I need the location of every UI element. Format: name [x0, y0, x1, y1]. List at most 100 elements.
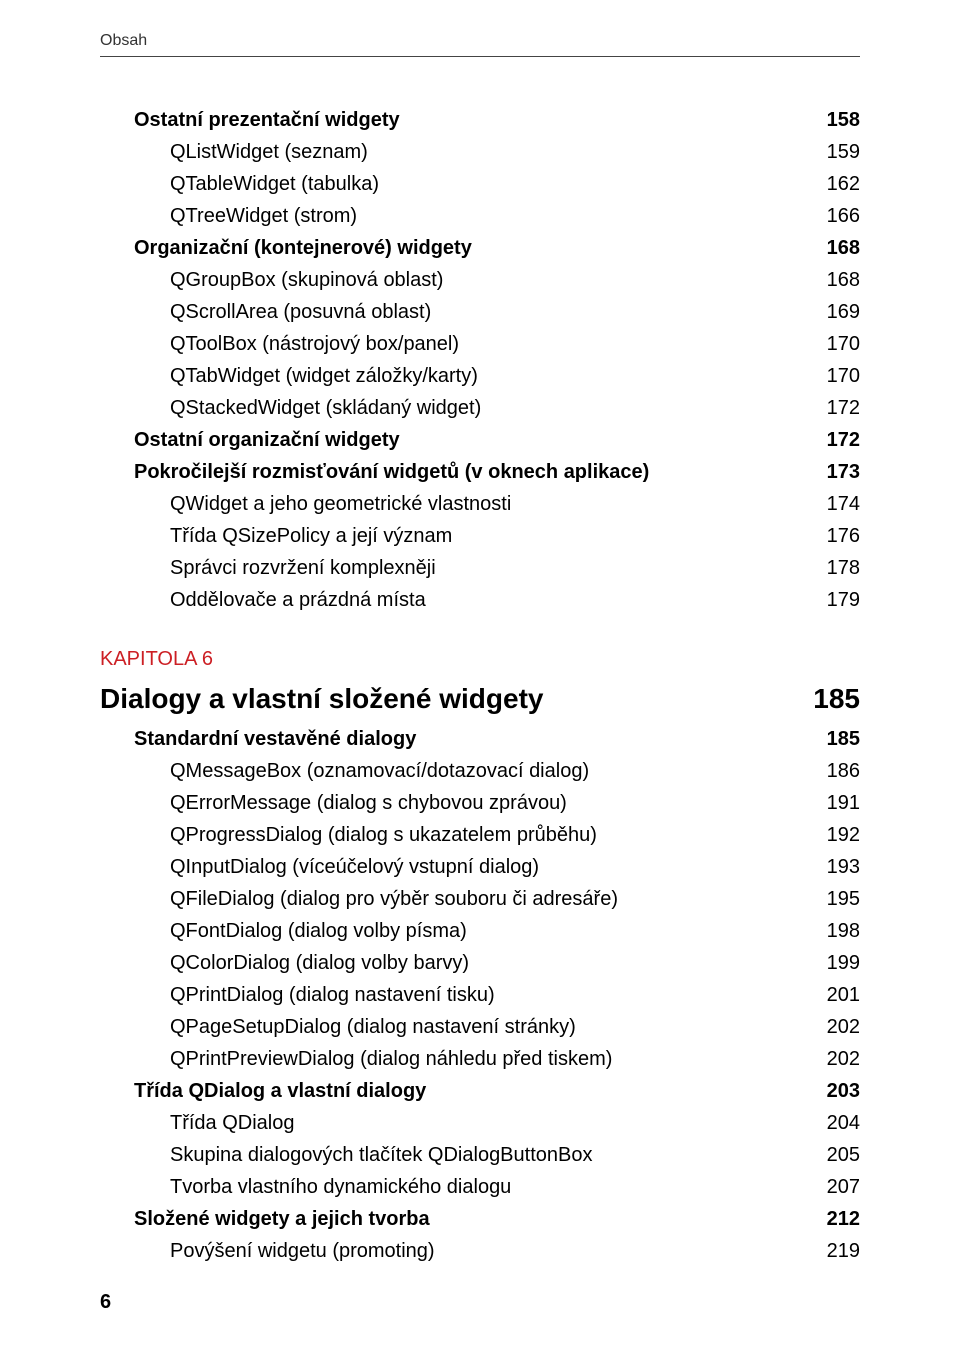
toc-label: Třída QSizePolicy a její význam	[170, 521, 809, 552]
toc-label: Oddělovače a prázdná místa	[170, 585, 809, 616]
toc-entry: Skupina dialogových tlačítek QDialogButt…	[170, 1140, 860, 1171]
toc-entry: Povýšení widgetu (promoting)219	[170, 1236, 860, 1267]
chapter-eyebrow: KAPITOLA 6	[100, 644, 860, 675]
toc-label: Ostatní prezentační widgety	[134, 105, 809, 136]
toc-label: QFontDialog (dialog volby písma)	[170, 916, 809, 947]
toc-label: Povýšení widgetu (promoting)	[170, 1236, 809, 1267]
toc-section: Organizační (kontejnerové) widgety168	[134, 233, 860, 264]
toc-entry: QFileDialog (dialog pro výběr souboru či…	[170, 884, 860, 915]
toc-entry: QPrintDialog (dialog nastavení tisku)201	[170, 980, 860, 1011]
toc-entry: QGroupBox (skupinová oblast)168	[170, 265, 860, 296]
toc-label: QColorDialog (dialog volby barvy)	[170, 948, 809, 979]
toc-page: 173	[809, 457, 860, 488]
toc-label: Pokročilejší rozmisťování widgetů (v okn…	[134, 457, 809, 488]
toc-label: QTabWidget (widget záložky/karty)	[170, 361, 809, 392]
toc-label: QStackedWidget (skládaný widget)	[170, 393, 809, 424]
toc-entry: QWidget a jeho geometrické vlastnosti174	[170, 489, 860, 520]
toc-entry: QColorDialog (dialog volby barvy)199	[170, 948, 860, 979]
toc-section: Ostatní organizační widgety172	[134, 425, 860, 456]
toc-page: 172	[809, 393, 860, 424]
toc-entry: Třída QDialog204	[170, 1108, 860, 1139]
toc-label: QGroupBox (skupinová oblast)	[170, 265, 809, 296]
toc-entry: QErrorMessage (dialog s chybovou zprávou…	[170, 788, 860, 819]
toc-label: Standardní vestavěné dialogy	[134, 724, 809, 755]
toc-page: 170	[809, 361, 860, 392]
toc-label: Skupina dialogových tlačítek QDialogButt…	[170, 1140, 809, 1171]
toc-entry: QMessageBox (oznamovací/dotazovací dialo…	[170, 756, 860, 787]
toc-section: Třída QDialog a vlastní dialogy203	[134, 1076, 860, 1107]
toc-entry: QToolBox (nástrojový box/panel)170	[170, 329, 860, 360]
toc-entry: QTabWidget (widget záložky/karty)170	[170, 361, 860, 392]
toc-page: 205	[809, 1140, 860, 1171]
chapter-heading: Dialogy a vlastní složené widgety 185	[100, 677, 860, 720]
toc-page: 178	[809, 553, 860, 584]
toc-label: QFileDialog (dialog pro výběr souboru či…	[170, 884, 809, 915]
toc-block-a: Ostatní prezentační widgety158QListWidge…	[100, 105, 860, 616]
toc-body: Ostatní prezentační widgety158QListWidge…	[100, 105, 860, 1267]
toc-page: 168	[809, 233, 860, 264]
toc-label: QErrorMessage (dialog s chybovou zprávou…	[170, 788, 809, 819]
toc-section: Standardní vestavěné dialogy185	[134, 724, 860, 755]
toc-entry: Oddělovače a prázdná místa179	[170, 585, 860, 616]
toc-page: 195	[809, 884, 860, 915]
toc-page: 172	[809, 425, 860, 456]
toc-page: 185	[809, 724, 860, 755]
toc-section: Složené widgety a jejich tvorba212	[134, 1204, 860, 1235]
toc-entry: QTableWidget (tabulka)162	[170, 169, 860, 200]
chapter-title: Dialogy a vlastní složené widgety	[100, 677, 795, 720]
toc-page: 202	[809, 1044, 860, 1075]
toc-label: QProgressDialog (dialog s ukazatelem prů…	[170, 820, 809, 851]
toc-page: 203	[809, 1076, 860, 1107]
toc-page: 207	[809, 1172, 860, 1203]
toc-page: 193	[809, 852, 860, 883]
toc-label: Ostatní organizační widgety	[134, 425, 809, 456]
toc-page: 170	[809, 329, 860, 360]
toc-page: 219	[809, 1236, 860, 1267]
toc-label: Složené widgety a jejich tvorba	[134, 1204, 809, 1235]
toc-page: 201	[809, 980, 860, 1011]
running-head: Obsah	[100, 32, 860, 57]
toc-page: 169	[809, 297, 860, 328]
toc-page: 159	[809, 137, 860, 168]
toc-entry: QListWidget (seznam)159	[170, 137, 860, 168]
toc-entry: Tvorba vlastního dynamického dialogu207	[170, 1172, 860, 1203]
toc-entry: QPageSetupDialog (dialog nastavení strán…	[170, 1012, 860, 1043]
toc-section: Ostatní prezentační widgety158	[134, 105, 860, 136]
toc-entry: Správci rozvržení komplexněji178	[170, 553, 860, 584]
toc-label: QTableWidget (tabulka)	[170, 169, 809, 200]
toc-label: QWidget a jeho geometrické vlastnosti	[170, 489, 809, 520]
toc-label: QTreeWidget (strom)	[170, 201, 809, 232]
toc-page: 191	[809, 788, 860, 819]
toc-entry: QStackedWidget (skládaný widget)172	[170, 393, 860, 424]
toc-block-b: Standardní vestavěné dialogy185QMessageB…	[100, 724, 860, 1267]
toc-label: QPrintDialog (dialog nastavení tisku)	[170, 980, 809, 1011]
toc-label: QScrollArea (posuvná oblast)	[170, 297, 809, 328]
toc-entry: QInputDialog (víceúčelový vstupní dialog…	[170, 852, 860, 883]
toc-page: 168	[809, 265, 860, 296]
toc-label: QPrintPreviewDialog (dialog náhledu před…	[170, 1044, 809, 1075]
toc-entry: Třída QSizePolicy a její význam176	[170, 521, 860, 552]
toc-section: Pokročilejší rozmisťování widgetů (v okn…	[134, 457, 860, 488]
toc-page: 176	[809, 521, 860, 552]
chapter-page: 185	[795, 677, 860, 720]
toc-page: 174	[809, 489, 860, 520]
toc-entry: QTreeWidget (strom)166	[170, 201, 860, 232]
toc-label: QInputDialog (víceúčelový vstupní dialog…	[170, 852, 809, 883]
toc-label: Správci rozvržení komplexněji	[170, 553, 809, 584]
toc-label: Třída QDialog a vlastní dialogy	[134, 1076, 809, 1107]
toc-page: 202	[809, 1012, 860, 1043]
toc-entry: QProgressDialog (dialog s ukazatelem prů…	[170, 820, 860, 851]
toc-label: Organizační (kontejnerové) widgety	[134, 233, 809, 264]
page-number: 6	[100, 1291, 111, 1314]
toc-label: QMessageBox (oznamovací/dotazovací dialo…	[170, 756, 809, 787]
toc-page: 186	[809, 756, 860, 787]
toc-page: 162	[809, 169, 860, 200]
toc-label: Tvorba vlastního dynamického dialogu	[170, 1172, 809, 1203]
toc-page: 204	[809, 1108, 860, 1139]
toc-label: QPageSetupDialog (dialog nastavení strán…	[170, 1012, 809, 1043]
toc-page: 179	[809, 585, 860, 616]
toc-label: Třída QDialog	[170, 1108, 809, 1139]
toc-entry: QScrollArea (posuvná oblast)169	[170, 297, 860, 328]
toc-label: QToolBox (nástrojový box/panel)	[170, 329, 809, 360]
toc-page: 166	[809, 201, 860, 232]
